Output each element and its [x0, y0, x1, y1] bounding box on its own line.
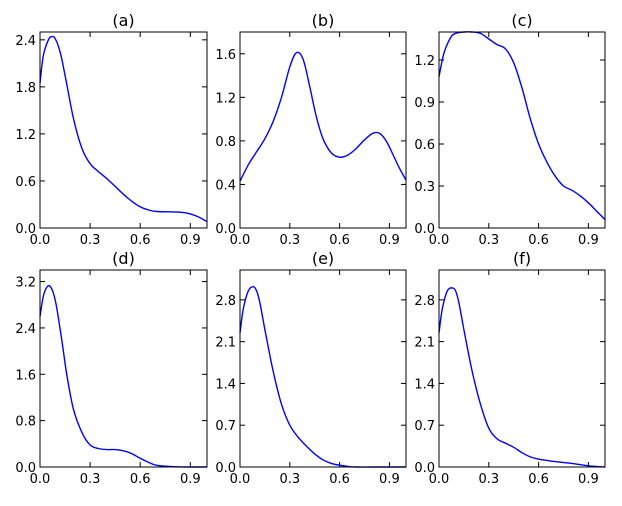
x-tick-label: 0.0 — [30, 472, 51, 487]
series-line — [239, 51, 407, 182]
y-tick-label: 2.8 — [414, 294, 435, 309]
y-tick-label: 3.2 — [15, 276, 36, 291]
x-tick-label: 0.6 — [130, 472, 151, 487]
panel-1: (a) 0.0 0.3 0.6 0.9 0.0 0.6 1.2 1.8 2.4 — [15, 11, 208, 248]
x-tick-label: 0.6 — [130, 233, 151, 248]
x-tick-label: 0.6 — [528, 233, 549, 248]
x-tick-label: 0.9 — [180, 472, 201, 487]
x-tick-label: 0.3 — [80, 472, 101, 487]
panel-title: (f) — [513, 249, 531, 268]
x-tick-label: 0.3 — [478, 233, 499, 248]
y-tick-label: 0.7 — [414, 419, 435, 434]
panel-title: (c) — [511, 11, 532, 30]
panel-title: (e) — [312, 249, 334, 268]
panel-frame — [438, 269, 606, 468]
y-tick-label: 1.4 — [414, 377, 435, 392]
y-tick-label: 0.0 — [215, 461, 236, 476]
series-line — [438, 31, 606, 221]
x-tick-label: 0.0 — [230, 472, 251, 487]
y-tick-label: 0.3 — [414, 180, 435, 195]
y-tick-label: 2.4 — [15, 322, 36, 337]
x-tick-label: 0.3 — [279, 472, 300, 487]
y-tick-label: 0.4 — [215, 178, 236, 193]
y-tick-label: 0.6 — [15, 175, 36, 190]
y-tick-label: 2.4 — [15, 34, 36, 49]
panel-frame — [39, 31, 208, 229]
y-tick-label: 1.6 — [215, 48, 236, 63]
y-tick-label: 2.8 — [215, 294, 236, 309]
y-tick-label: 2.1 — [215, 336, 236, 351]
series-line — [39, 285, 207, 468]
panel-frame — [39, 269, 208, 468]
panel-5: (e) 0.0 0.3 0.6 0.9 0.0 0.7 1.4 2.1 2.8 — [215, 249, 407, 487]
x-tick-label: 0.9 — [180, 233, 201, 248]
series-line — [438, 287, 606, 468]
y-tick-label: 0.0 — [15, 461, 36, 476]
x-tick-label: 0.9 — [578, 472, 599, 487]
panel-frame — [239, 31, 407, 229]
y-tick-label: 0.0 — [414, 222, 435, 237]
panel-title: (b) — [312, 11, 335, 30]
panel-frame — [239, 269, 407, 468]
x-tick-label: 0.6 — [329, 472, 350, 487]
x-tick-label: 0.9 — [379, 472, 400, 487]
x-tick-label: 0.0 — [429, 233, 450, 248]
panel-6: (f) 0.0 0.3 0.6 0.9 0.0 0.7 1.4 2.1 2.8 — [414, 249, 606, 487]
y-tick-label: 1.4 — [215, 377, 236, 392]
y-tick-label: 0.0 — [414, 461, 435, 476]
y-tick-label: 1.2 — [414, 54, 435, 69]
panel-3: (c) 0.0 0.3 0.6 0.9 0.0 0.3 0.6 0.9 1.2 — [414, 11, 606, 248]
series-line — [39, 35, 208, 223]
x-tick-label: 0.9 — [379, 233, 400, 248]
y-tick-label: 1.8 — [15, 81, 36, 96]
y-tick-label: 0.8 — [15, 415, 36, 430]
y-tick-label: 2.1 — [414, 336, 435, 351]
series-line — [239, 285, 406, 468]
x-tick-label: 0.6 — [528, 472, 549, 487]
y-tick-label: 0.9 — [414, 96, 435, 111]
x-tick-label: 0.0 — [230, 233, 251, 248]
y-tick-label: 0.8 — [215, 135, 236, 150]
x-tick-label: 0.3 — [478, 472, 499, 487]
y-tick-label: 0.7 — [215, 419, 236, 434]
y-tick-label: 1.2 — [15, 128, 36, 143]
x-tick-label: 0.3 — [80, 233, 101, 248]
panel-title: (a) — [112, 11, 134, 30]
panel-title: (d) — [112, 249, 135, 268]
y-tick-label: 0.0 — [215, 222, 236, 237]
y-tick-label: 0.0 — [15, 222, 36, 237]
y-tick-label: 1.2 — [215, 91, 236, 106]
panel-frame — [438, 31, 606, 229]
panel-4: (d) 0.0 0.3 0.6 0.9 0.0 0.8 1.6 2.4 3.2 — [15, 249, 208, 487]
x-tick-label: 0.9 — [578, 233, 599, 248]
x-tick-label: 0.6 — [329, 233, 350, 248]
x-tick-label: 0.0 — [30, 233, 51, 248]
y-tick-label: 0.6 — [414, 138, 435, 153]
x-tick-label: 0.3 — [279, 233, 300, 248]
y-tick-label: 1.6 — [15, 368, 36, 383]
x-tick-label: 0.0 — [429, 472, 450, 487]
panel-2: (b) 0.0 0.3 0.6 0.9 0.0 0.4 0.8 1.2 1.6 — [215, 11, 407, 248]
